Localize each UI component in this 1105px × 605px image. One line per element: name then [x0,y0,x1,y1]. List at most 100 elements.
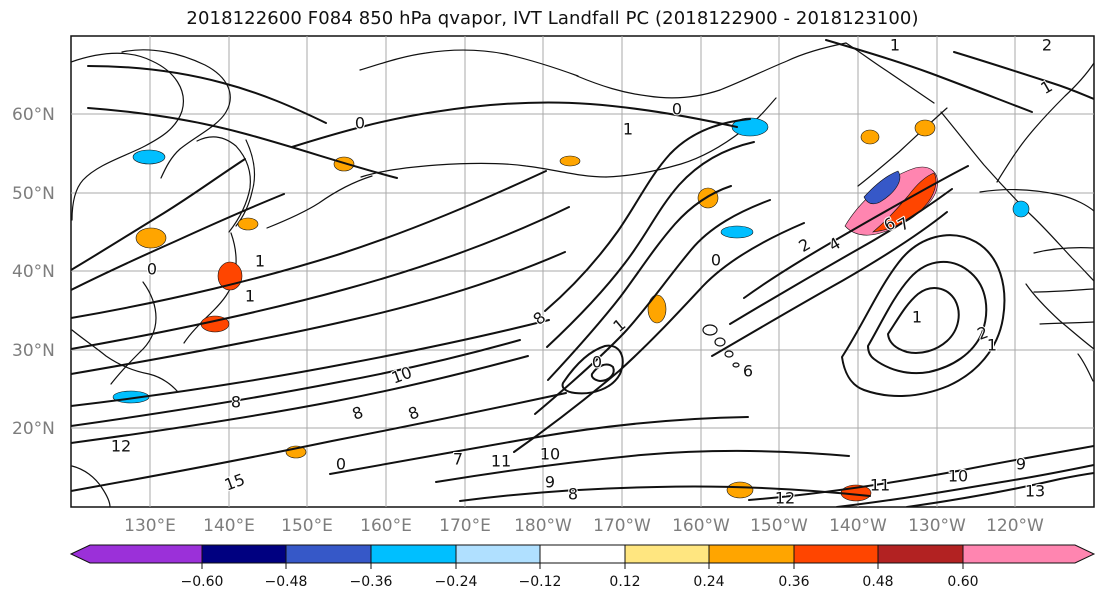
lon-label-180w: 180°W [514,516,572,536]
contour-jet-5 [513,222,805,453]
colorbar-segment-light-blue [455,544,541,564]
colorbar-label-1: −0.60 [181,574,224,590]
contour-north-6 [825,39,1033,113]
contour-label: 6 [743,362,753,381]
contour-low-center-2 [590,363,615,382]
colorbar-label-7: 0.24 [693,574,724,590]
colorbar: −0.60 −0.48 −0.36 −0.24 −0.12 0.12 0.24 … [69,544,1096,590]
lon-label-140e: 140°E [203,516,255,536]
lon-labels: 130°E 140°E 150°E 160°E 170°E 180°W 170°… [124,516,1044,536]
lon-label-170e: 170°E [439,516,491,536]
contour-south-5 [748,445,1094,501]
lon-label-130w: 130°W [908,516,966,536]
contour-label: 0 [711,251,721,270]
lat-label-50n: 50°N [12,184,55,204]
contour-label: 0 [336,455,346,474]
coastline-pacific-northwest [1029,213,1094,282]
coastline-gulf-alaska [857,107,948,187]
contour-label: 2 [1042,36,1052,55]
shade-coast-a [914,119,936,137]
contour-high-1 [841,234,1006,397]
contour-west-5 [71,206,570,350]
contour-west-1 [71,319,550,407]
contour-label: 13 [1025,482,1045,501]
contour-label: 1 [912,308,922,327]
colorbar-segment-red-orange [793,544,879,564]
contour-south-2 [329,416,749,475]
contour-jet-1 [544,118,751,312]
contour-label: 1 [245,287,255,306]
contour-label: 1 [255,252,265,271]
contour-north-4 [71,158,246,271]
colorbar-segment-orange [708,544,795,564]
contour-label: 11 [491,452,511,471]
colorbar-segment-dark-red [877,544,964,564]
contour-jet-3 [547,185,732,381]
coastline-alaska-north [719,42,847,91]
border-state-2 [1033,288,1094,293]
colorbar-label-4: −0.24 [435,574,478,590]
contour-south-7 [906,472,1094,507]
contour-label: 12 [111,437,131,456]
border-state-3 [1039,321,1094,325]
contour-south-6 [836,464,1094,507]
contour-label: 12 [775,489,795,508]
contour-label: 1 [890,36,900,55]
colorbar-segment-navy [201,544,287,564]
coastline-british-columbia [940,111,1031,215]
contour-label: 10 [948,467,968,486]
colorbar-label-3: −0.36 [350,574,393,590]
coastlines [71,42,1094,507]
colorbar-tick-labels: −0.60 −0.48 −0.36 −0.24 −0.12 0.12 0.24 … [181,574,979,590]
contour-jet-2 [546,141,755,348]
contour-high-2 [867,260,988,375]
contour-west-6 [71,170,547,319]
filled-shading [112,117,1030,502]
contour-north-5 [71,193,285,291]
contour-north-1 [291,101,738,148]
colorbar-label-2: −0.48 [265,574,308,590]
lon-label-160e: 160°E [360,516,412,536]
contour-north-3 [87,65,327,124]
shade-coast-blue [1012,200,1030,218]
colorbar-segment-cyan [370,544,457,564]
colorbar-segment-blue [285,544,372,564]
coastline-japan [183,232,237,344]
shade-gulf-b [860,129,880,145]
colorbar-label-10: 0.60 [947,574,978,590]
border-canada-usa [979,189,1094,212]
contour-label: 9 [545,473,555,492]
contour-label: 8 [231,393,241,412]
contour-ar-1 [743,165,969,299]
lat-label-60n: 60°N [12,105,55,125]
contour-label: 1 [623,120,633,139]
contour-south-4 [459,485,871,502]
lon-label-120w: 120°W [986,516,1044,536]
shade-japan-west [135,227,167,249]
contour-high-3 [887,287,960,354]
lon-label-150e: 150°E [281,516,333,536]
contour-label: 10 [540,445,560,464]
lon-label-130e: 130°E [124,516,176,536]
contour-label: 0 [592,353,602,372]
coastline-baja [1077,353,1094,382]
island-hawaii-3 [724,350,734,358]
shade-north-central [559,155,581,167]
coastline-vietnam [71,465,111,507]
colorbar-segment-yellow [624,544,710,564]
contour-low-center-1 [561,344,624,395]
island-hawaii-4 [732,362,740,368]
shade-gulf-blue [720,225,754,239]
contour-label: 11 [870,476,890,495]
lat-label-40n: 40°N [12,262,55,282]
lon-label-160w: 160°W [672,516,730,536]
contour-west-2 [71,339,521,427]
island-hawaii-2 [714,337,726,347]
coastline-aleutians [360,162,607,178]
coastline-bering-north [359,49,579,77]
shade-ar-blue-edge [863,170,901,205]
contour-label: 0 [355,114,365,133]
contour-north-2 [87,107,398,179]
